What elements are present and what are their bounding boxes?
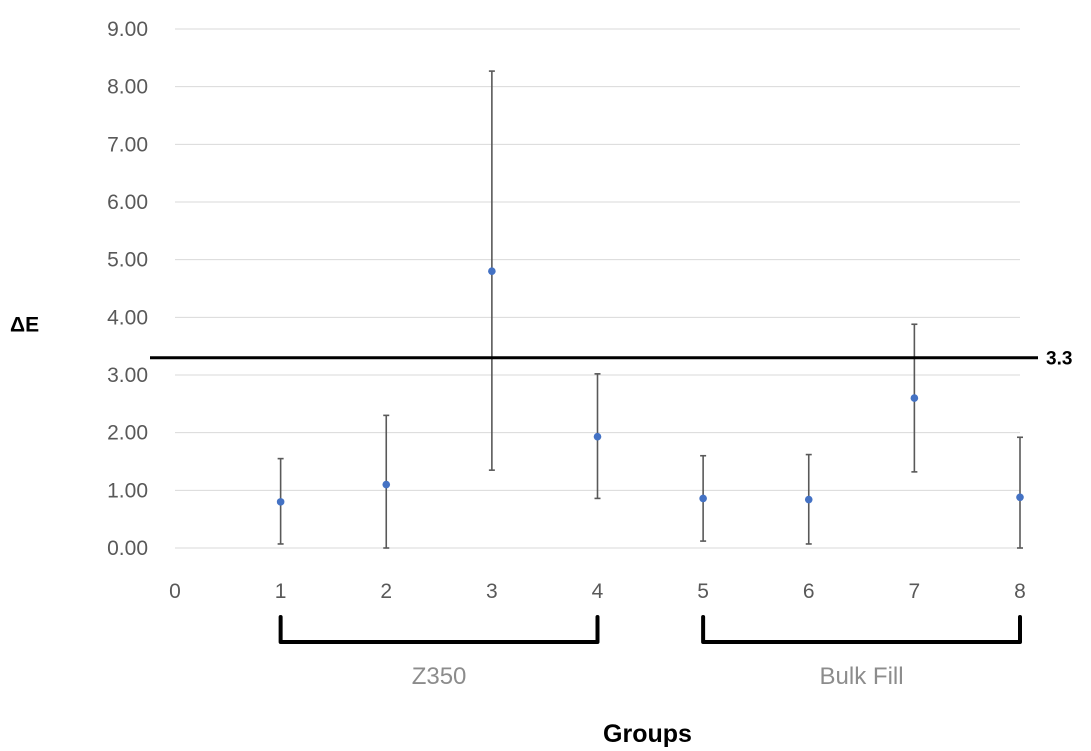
y-tick-label: 9.00 <box>107 18 148 41</box>
x-tick-labels: 0 1 2 3 4 5 6 7 8 <box>169 580 1026 603</box>
y-tick-label: 1.00 <box>107 479 148 502</box>
x-tick-label: 2 <box>380 580 392 603</box>
data-point <box>276 498 285 506</box>
group-bracket <box>701 615 1022 644</box>
y-axis-label: ΔE <box>10 313 39 336</box>
y-tick-label: 5.00 <box>107 249 148 272</box>
y-tick-label: 2.00 <box>107 422 148 445</box>
x-tick-label: 0 <box>169 580 181 603</box>
group-label: Bulk Fill <box>820 663 904 690</box>
x-tick-label: 1 <box>275 580 287 603</box>
data-point <box>804 495 813 504</box>
y-tick-label: 3.00 <box>107 364 148 387</box>
y-tick-label: 8.00 <box>107 76 148 99</box>
x-tick-label: 5 <box>697 580 709 603</box>
group-label: Z350 <box>412 663 467 690</box>
x-tick-label: 8 <box>1014 580 1026 603</box>
group-bracket <box>278 615 600 644</box>
data-point <box>699 494 707 503</box>
y-tick-labels: 0.00 1.00 2.00 3.00 4.00 5.00 6.00 7.00 8.00 9.00 <box>107 18 148 560</box>
data-point <box>382 480 391 489</box>
y-tick-label: 6.00 <box>107 191 148 214</box>
x-tick-label: 3 <box>486 580 498 603</box>
x-tick-label: 7 <box>909 580 921 603</box>
y-tick-label: 7.00 <box>107 133 148 156</box>
y-tick-label: 0.00 <box>107 537 148 560</box>
group-brackets: Z350 Bulk Fill <box>278 615 1022 690</box>
data-point <box>1016 493 1024 502</box>
error-bars <box>277 70 1023 549</box>
x-tick-label: 4 <box>592 580 604 603</box>
data-point <box>593 432 602 441</box>
data-points <box>276 267 1024 506</box>
data-point <box>488 267 496 276</box>
y-tick-label: 4.00 <box>107 306 148 329</box>
x-axis-label: Groups <box>603 720 692 748</box>
data-point <box>910 394 919 402</box>
x-tick-label: 6 <box>803 580 815 603</box>
reference-line-label: 3.3 <box>1046 349 1072 370</box>
gridlines <box>175 28 1020 549</box>
